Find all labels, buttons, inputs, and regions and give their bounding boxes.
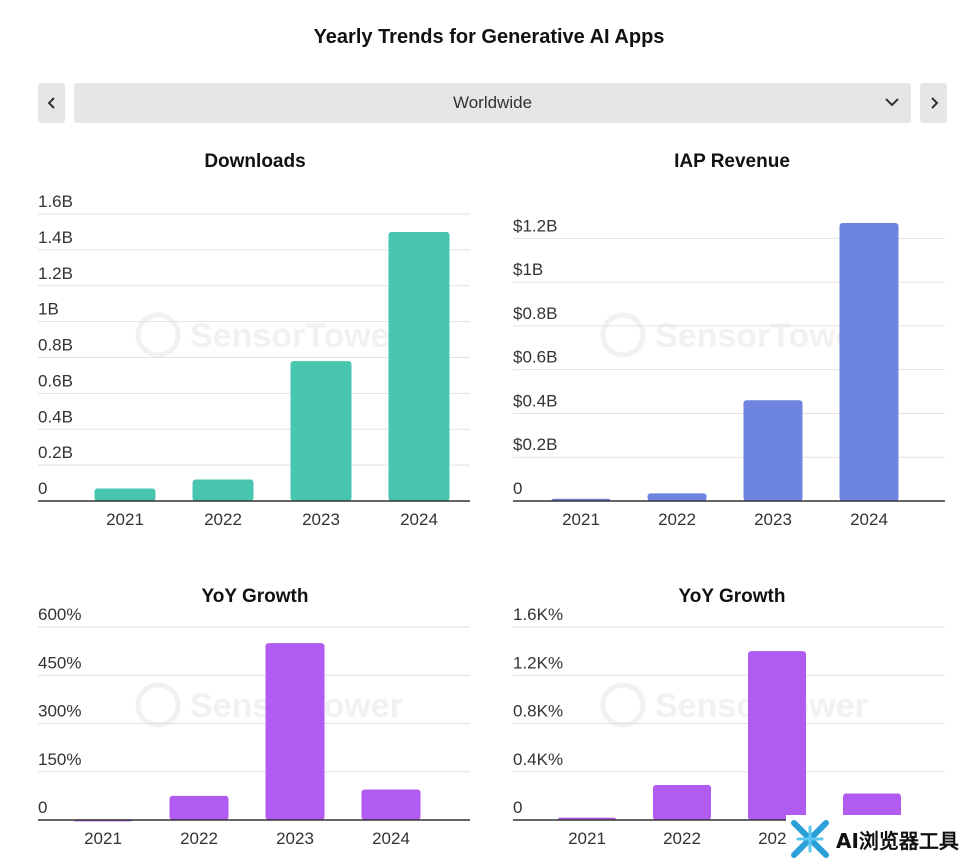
previous-button[interactable] [38, 83, 65, 123]
y-tick-label: 1.2K% [513, 653, 563, 672]
y-tick-label: 0 [38, 479, 47, 498]
downloads-chart: SensorTower Downloads 0 0.2B 0.4B 0.6B 0.8B 1B 1… [30, 140, 480, 540]
bar-2022[interactable] [169, 795, 229, 820]
y-tick-label: 1.4B [38, 228, 73, 247]
y-tick-label: 0 [513, 479, 522, 498]
y-tick-label: 0.2B [38, 443, 73, 462]
y-tick-label: $1.2B [513, 216, 557, 235]
bar-2024[interactable] [361, 789, 421, 820]
revenue-yoy-growth-chart: SensorTower YoY Growth 0 0.4K% 0.8K% 1.2K% 1.6… [505, 575, 955, 855]
y-tick-label: 0.6B [38, 371, 73, 390]
bar-2024[interactable] [839, 223, 899, 501]
region-select-value: Worldwide [452, 93, 533, 112]
x-tick-label: 2023 [754, 510, 792, 529]
x-tick-label: 2024 [400, 510, 438, 529]
y-tick-label: 1.6B [38, 192, 73, 211]
chart-svg: SensorTower Downloads 0 0.2B 0.4B 0.6B 0.8B 1B 1… [38, 151, 470, 529]
y-tick-label: 450% [38, 653, 81, 672]
watermark-logo-icon [600, 682, 646, 728]
chevron-down-icon [885, 98, 899, 107]
chevron-left-icon [47, 97, 55, 109]
page-title: Yearly Trends for Generative AI Apps [313, 26, 665, 48]
chart-svg: SensorTower YoY Growth 0 0.4K% 0.8K% 1.2K% 1.6… [513, 586, 945, 848]
y-tick-label: $0.8B [513, 304, 557, 323]
chart-svg: SensorTower IAP Revenue 0 $0.2B $0.4B $0.6B $0… [513, 151, 945, 529]
y-tick-label: 300% [38, 702, 81, 721]
downloads-yoy-growth-chart: SensorTowerYoY Growth0150%300%450%600%20… [30, 575, 480, 855]
next-button[interactable] [920, 83, 947, 123]
bar-2024[interactable] [388, 231, 450, 501]
y-tick-label: $0.2B [513, 435, 557, 454]
watermark-logo-icon [135, 312, 181, 358]
y-tick-label: 1.2B [38, 264, 73, 283]
chart-title: YoY Growth [202, 586, 309, 607]
bar-2023[interactable] [748, 651, 806, 820]
bar-2023[interactable] [265, 643, 325, 820]
y-tick-label: 600% [38, 605, 81, 624]
bar-2024[interactable] [843, 793, 901, 820]
iap-revenue-chart: SensorTower IAP Revenue 0 $0.2B $0.4B $0.6B $0… [505, 140, 955, 540]
x-tick-label: 2021 [84, 829, 122, 848]
bar-2022[interactable] [647, 493, 707, 501]
y-tick-label: 0.4K% [513, 750, 563, 769]
region-select[interactable]: Worldwide [74, 83, 911, 123]
chart-title: Downloads [204, 151, 305, 172]
watermark-logo-icon [600, 312, 646, 358]
bar-2021[interactable] [94, 488, 156, 501]
chart-title: YoY Growth [679, 586, 786, 607]
bar-2022[interactable] [192, 479, 254, 501]
ai-tools-logo-icon [791, 820, 829, 858]
y-tick-label: 0 [513, 798, 522, 817]
x-tick-label: 2023 [276, 829, 314, 848]
x-tick-label: 2022 [180, 829, 218, 848]
chart-svg: SensorTowerYoY Growth0150%300%450%600%20… [38, 586, 470, 848]
x-tick-label: 2024 [850, 510, 888, 529]
y-tick-label: 0.8K% [513, 702, 563, 721]
x-tick-label: 2021 [562, 510, 600, 529]
x-tick-label: 2024 [372, 829, 410, 848]
x-tick-label: 2022 [663, 829, 701, 848]
x-tick-label: 2022 [658, 510, 696, 529]
bar-2022[interactable] [653, 785, 711, 820]
y-tick-label: 1.6K% [513, 605, 563, 624]
bar-2023[interactable] [743, 400, 803, 501]
x-tick-label: 2021 [106, 510, 144, 529]
y-tick-label: $1B [513, 260, 543, 279]
sensor-tower-watermark: SensorTower [135, 312, 403, 358]
y-tick-label: $0.4B [513, 391, 557, 410]
y-tick-label: 0.8B [38, 336, 73, 355]
watermark-logo-icon [135, 682, 181, 728]
site-badge: AI浏览器工具 [786, 815, 976, 863]
watermark-text: SensorTower [190, 317, 403, 355]
y-tick-label: 0 [38, 798, 47, 817]
x-tick-label: 2023 [302, 510, 340, 529]
y-tick-label: 150% [38, 750, 81, 769]
chart-title: IAP Revenue [674, 151, 790, 172]
badge-text: AI浏览器工具 [836, 828, 959, 853]
y-tick-label: $0.6B [513, 348, 557, 367]
x-tick-label: 2022 [204, 510, 242, 529]
x-tick-label: 2021 [568, 829, 606, 848]
watermark-text: SensorTower [655, 317, 868, 355]
bar-2023[interactable] [290, 361, 352, 501]
sensor-tower-watermark: SensorTower [600, 312, 868, 358]
chevron-right-icon [930, 97, 938, 109]
sensor-tower-watermark: SensorTower [600, 682, 868, 728]
y-tick-label: 0.4B [38, 407, 73, 426]
y-tick-label: 1B [38, 300, 59, 319]
